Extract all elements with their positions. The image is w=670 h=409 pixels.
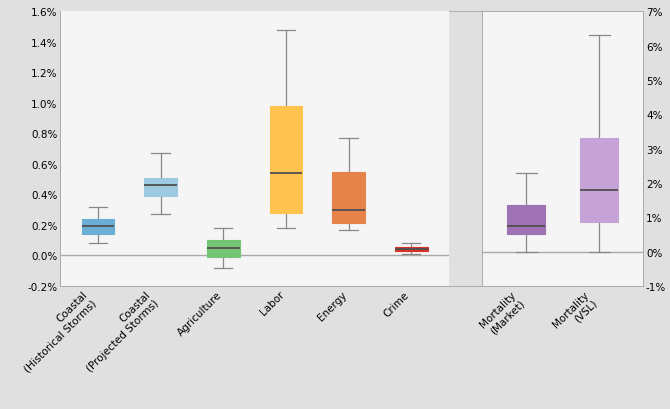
Bar xyxy=(144,178,177,196)
Bar xyxy=(507,206,545,235)
Bar xyxy=(207,240,240,257)
Bar xyxy=(332,172,365,224)
Bar xyxy=(82,219,114,234)
Bar xyxy=(580,139,618,223)
Bar xyxy=(395,247,427,251)
Bar xyxy=(269,107,302,213)
